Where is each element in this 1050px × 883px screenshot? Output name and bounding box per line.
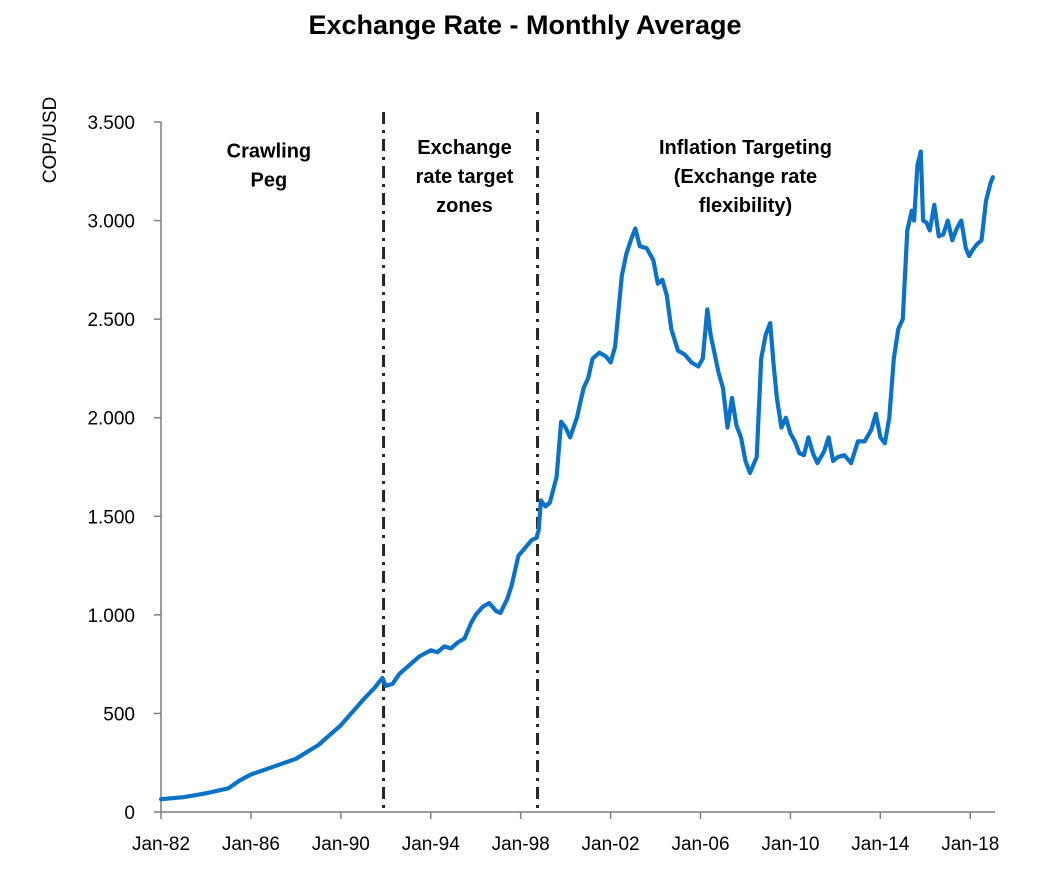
y-tick-label: 0: [124, 803, 135, 824]
y-tick-label: 1.500: [87, 507, 135, 528]
regime-label: flexibility): [699, 195, 792, 217]
regime-label: Inflation Targeting: [659, 137, 832, 159]
regime-label: Peg: [251, 170, 288, 192]
chart-title: Exchange Rate - Monthly Average: [308, 10, 742, 40]
regime-label: (Exchange rate: [674, 166, 817, 188]
series-group: [158, 149, 995, 802]
regime-labels: Crawling Peg Exchange rate target zones Infla…: [227, 137, 832, 217]
regime-label: Exchange: [417, 137, 511, 159]
x-tick-label: Jan-90: [312, 834, 370, 855]
x-tick-label: Jan-86: [222, 834, 280, 855]
regime-label: Crawling: [227, 141, 311, 163]
x-tick-label: Jan-10: [761, 834, 819, 855]
x-tick-label: Jan-82: [132, 834, 190, 855]
y-tick-label: 3.000: [87, 212, 135, 233]
y-axis-label: COP/USD: [40, 97, 61, 184]
x-tick-label: Jan-06: [671, 834, 729, 855]
regime-label: rate target: [416, 166, 514, 188]
y-tick-label: 2.000: [87, 409, 135, 430]
x-tick-label: Jan-02: [582, 834, 640, 855]
y-tick-label: 500: [103, 704, 135, 725]
x-tick-label: Jan-98: [492, 834, 550, 855]
y-tick-label: 2.500: [87, 310, 135, 331]
chart-axes: [160, 122, 995, 813]
x-tick-label: Jan-94: [402, 834, 461, 855]
x-tick-label: Jan-14: [851, 834, 910, 855]
y-tick-label: 3.500: [87, 113, 135, 134]
y-tick-label: 1.000: [87, 606, 135, 627]
x-tick-label: Jan-18: [941, 834, 999, 855]
regime-break-lines: [382, 112, 540, 812]
regime-label: zones: [436, 195, 493, 217]
exchange-rate-line: [158, 149, 995, 802]
x-ticks: Jan-82 Jan-86 Jan-90 Jan-94 Jan-98 Jan-02 Jan-…: [132, 812, 999, 855]
y-ticks: 0 500 1.000 1.500 2.000 2.500 3.000 3.500: [87, 113, 161, 824]
